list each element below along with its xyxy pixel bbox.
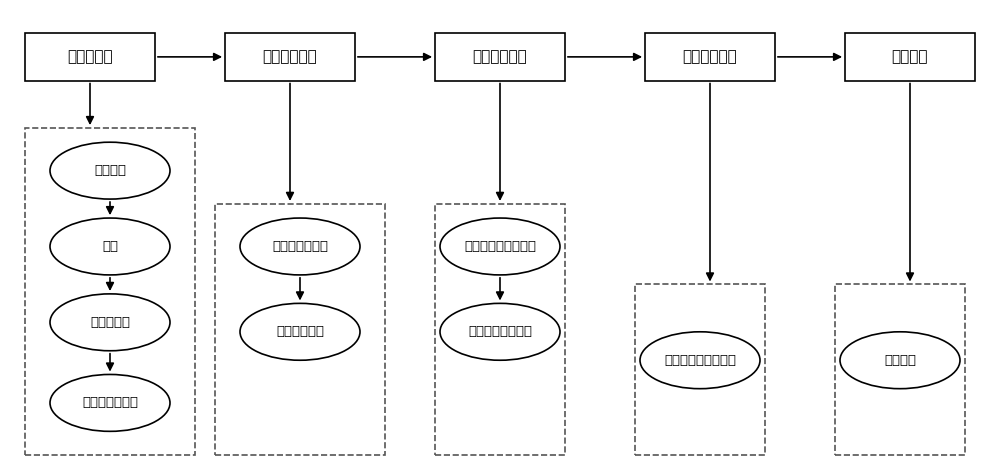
Ellipse shape (50, 218, 170, 275)
FancyBboxPatch shape (225, 33, 355, 81)
FancyBboxPatch shape (435, 33, 565, 81)
Ellipse shape (50, 374, 170, 431)
Text: 诊断预测: 诊断预测 (892, 49, 928, 64)
Text: 数据长度统一化: 数据长度统一化 (82, 396, 138, 410)
Text: 标注肺部异常音: 标注肺部异常音 (272, 240, 328, 253)
Ellipse shape (240, 303, 360, 360)
Text: 切割数据: 切割数据 (94, 164, 126, 177)
Ellipse shape (240, 218, 360, 275)
FancyBboxPatch shape (25, 128, 195, 455)
Text: 模型测试: 模型测试 (884, 354, 916, 367)
FancyBboxPatch shape (435, 204, 565, 455)
Ellipse shape (50, 142, 170, 199)
Text: 多任务分类模型训练: 多任务分类模型训练 (664, 354, 736, 367)
FancyBboxPatch shape (845, 33, 975, 81)
Text: 数据预处理: 数据预处理 (67, 49, 113, 64)
Text: 去噪: 去噪 (102, 240, 118, 253)
Ellipse shape (440, 218, 560, 275)
Text: 标注训练数据: 标注训练数据 (263, 49, 317, 64)
FancyBboxPatch shape (645, 33, 775, 81)
FancyBboxPatch shape (835, 284, 965, 455)
Ellipse shape (840, 332, 960, 389)
Text: 声学特征提取: 声学特征提取 (473, 49, 527, 64)
Ellipse shape (640, 332, 760, 389)
FancyBboxPatch shape (25, 33, 155, 81)
Ellipse shape (440, 303, 560, 360)
FancyBboxPatch shape (635, 284, 765, 455)
Text: 剪去高频全黑部分: 剪去高频全黑部分 (468, 325, 532, 338)
Ellipse shape (50, 294, 170, 351)
Text: 训练神经网络: 训练神经网络 (683, 49, 737, 64)
Text: 数据归一化: 数据归一化 (90, 316, 130, 329)
Text: 标注肺部疾病: 标注肺部疾病 (276, 325, 324, 338)
Text: 提取梅尔频谱图特征: 提取梅尔频谱图特征 (464, 240, 536, 253)
FancyBboxPatch shape (215, 204, 385, 455)
